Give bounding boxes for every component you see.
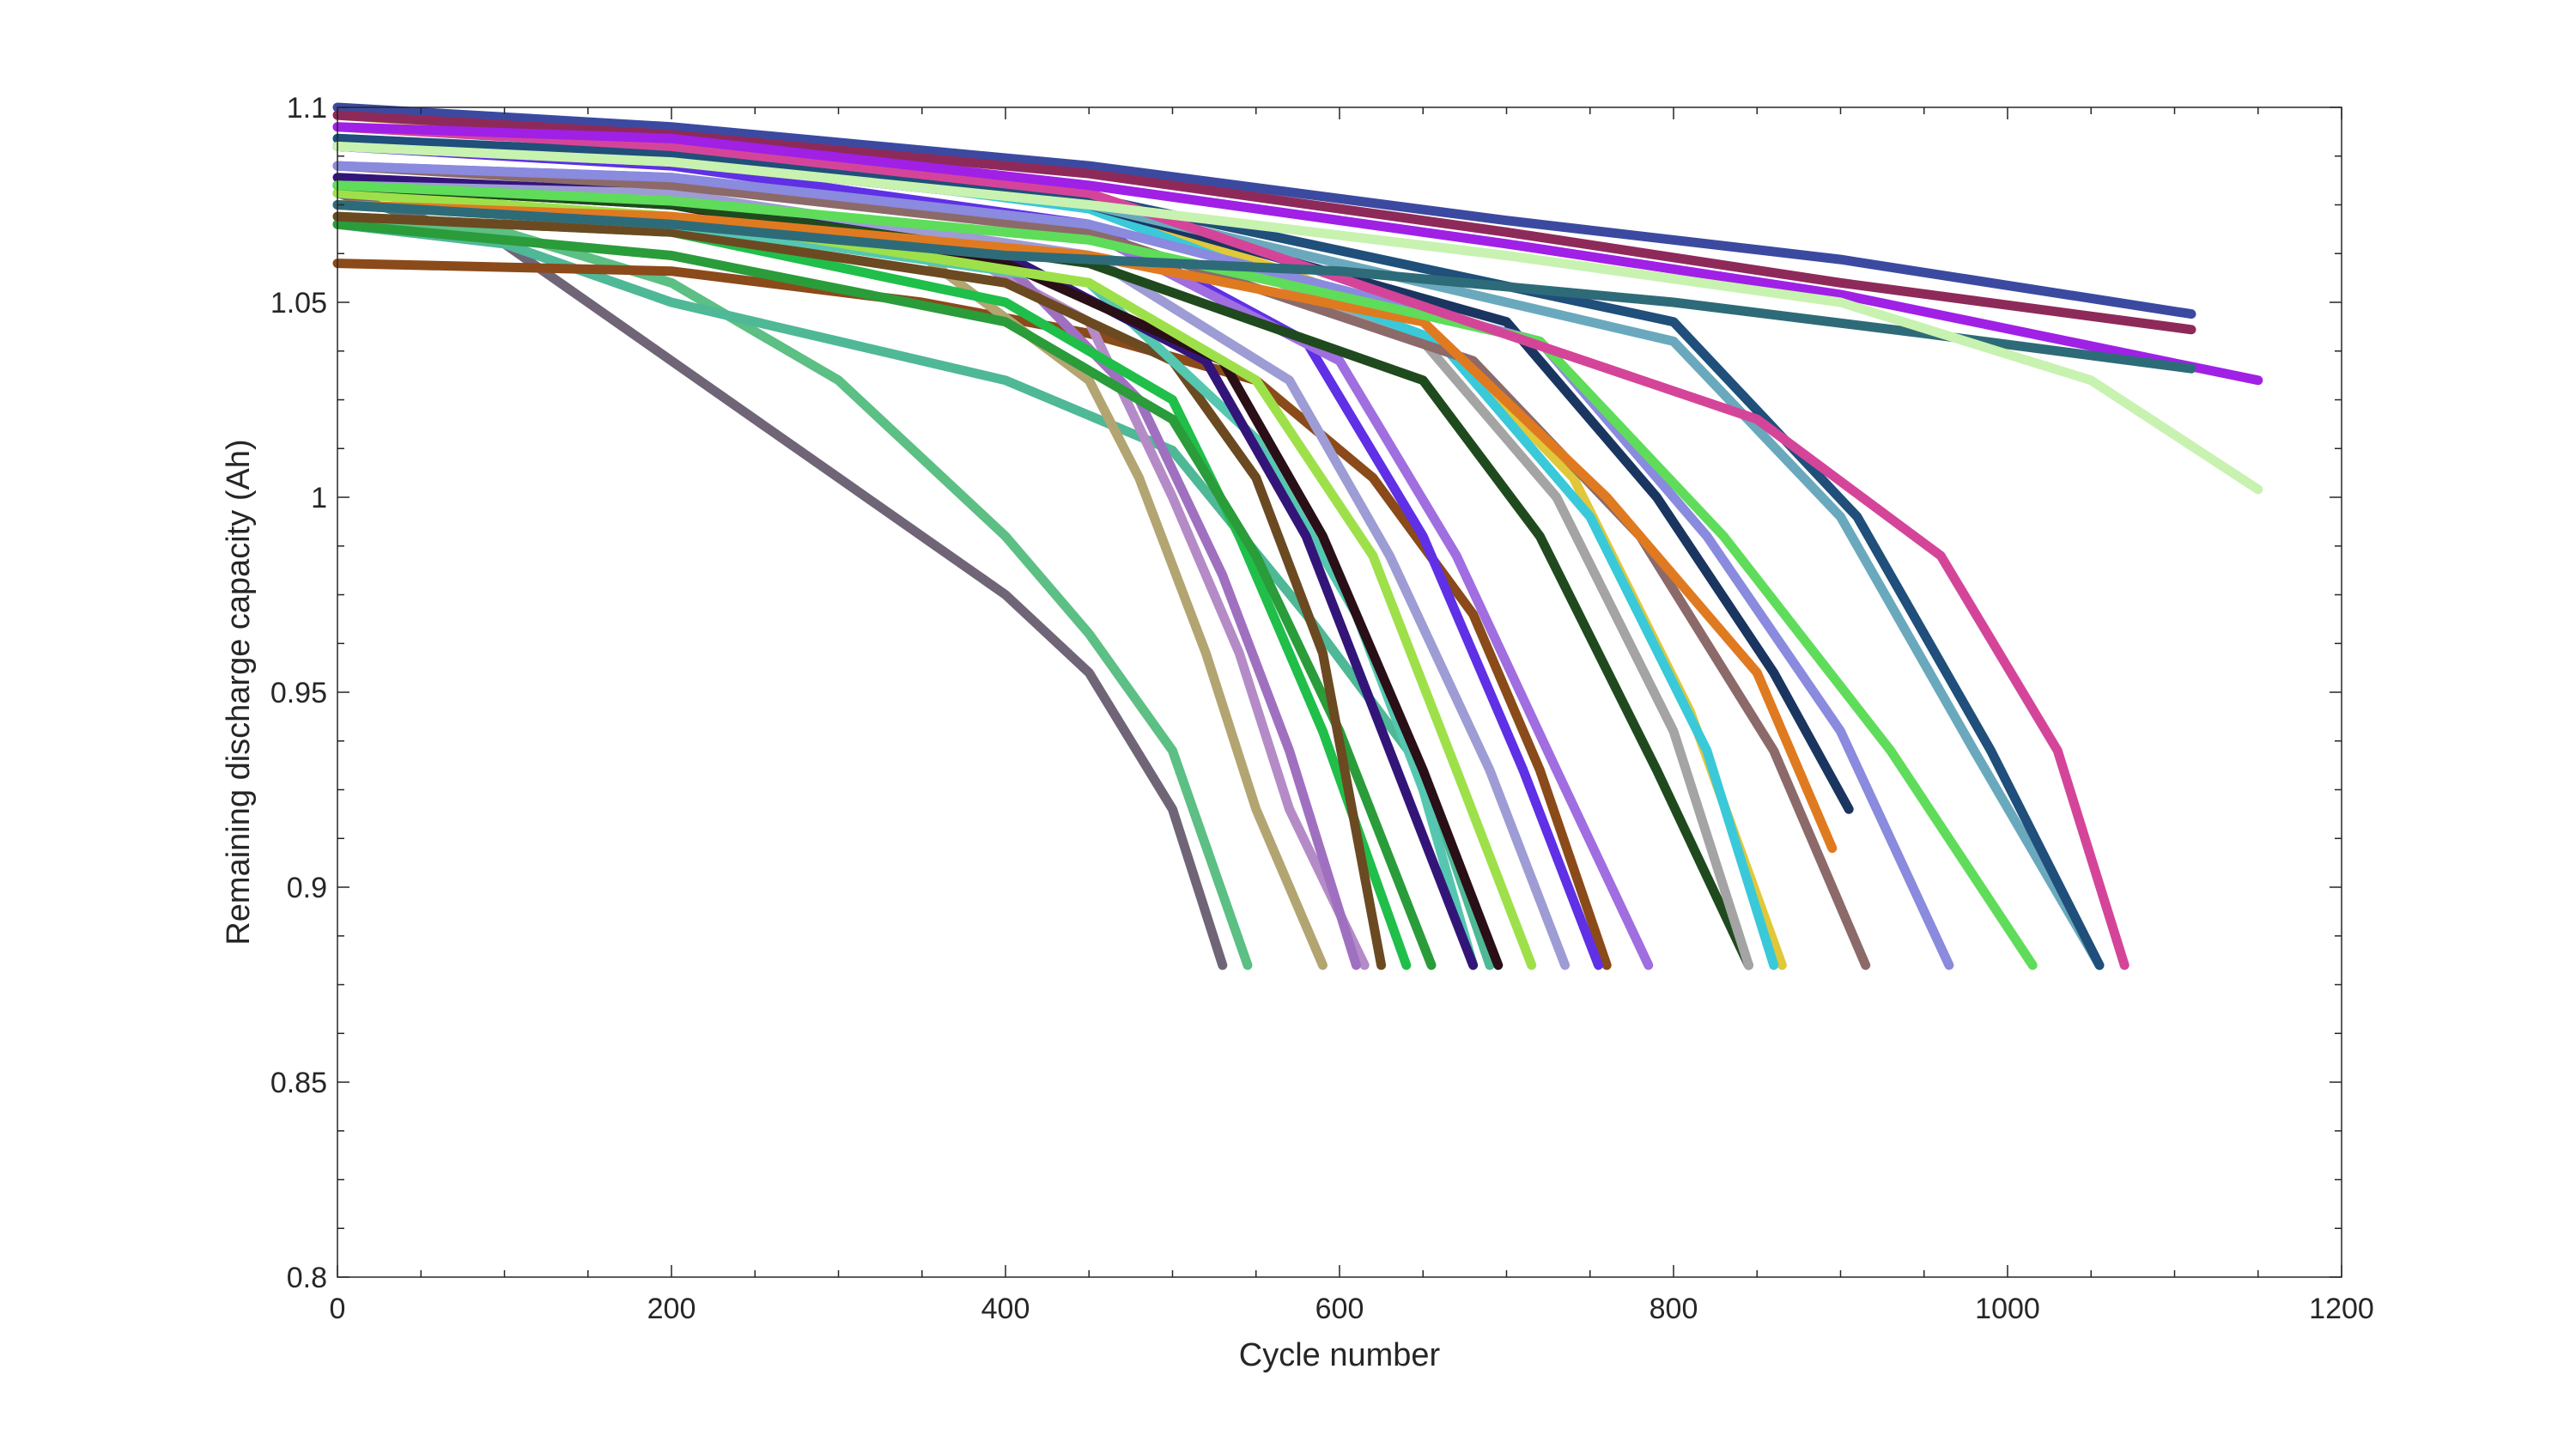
series-line-23: [332, 200, 1838, 854]
x-tick-label: 800: [1649, 1293, 1698, 1325]
x-tick-label: 0: [330, 1293, 346, 1325]
series-line-31: [332, 110, 2196, 335]
x-tick-label: 1000: [1975, 1293, 2040, 1325]
x-axis-label: Cycle number: [1239, 1337, 1441, 1373]
series-line-28: [332, 133, 2105, 971]
series-line-15: [332, 180, 1571, 971]
x-tick-label: 600: [1315, 1293, 1364, 1325]
series-line-30: [332, 102, 2196, 319]
y-tick-label: 1: [311, 482, 327, 514]
series-line-3: [332, 219, 1495, 971]
x-tick-label: 1200: [2309, 1293, 2374, 1325]
ticks-layer: 0 200 400 600 800 1000 1200 0.8 0.85 0.9 0.95 1 1.05…: [270, 92, 2374, 1325]
y-tick-label: 0.95: [270, 677, 327, 709]
series-line-22: [332, 161, 1871, 971]
series-line-34: [332, 141, 2263, 495]
y-tick-label: 1.05: [270, 287, 327, 319]
series-line-32: [332, 122, 2263, 386]
y-tick-label: 0.8: [287, 1262, 327, 1294]
y-tick-label: 0.9: [287, 872, 327, 904]
x-tick-label: 200: [647, 1293, 696, 1325]
y-tick-label: 1.1: [287, 92, 327, 125]
y-tick-label: 0.85: [270, 1067, 327, 1099]
y-axis-label: Remaining discharge capacity (Ah): [221, 439, 257, 945]
series-line-33: [332, 200, 2196, 374]
x-tick-label: 400: [981, 1293, 1030, 1325]
series-line-29: [332, 122, 2129, 971]
series-layer: [332, 102, 2263, 971]
